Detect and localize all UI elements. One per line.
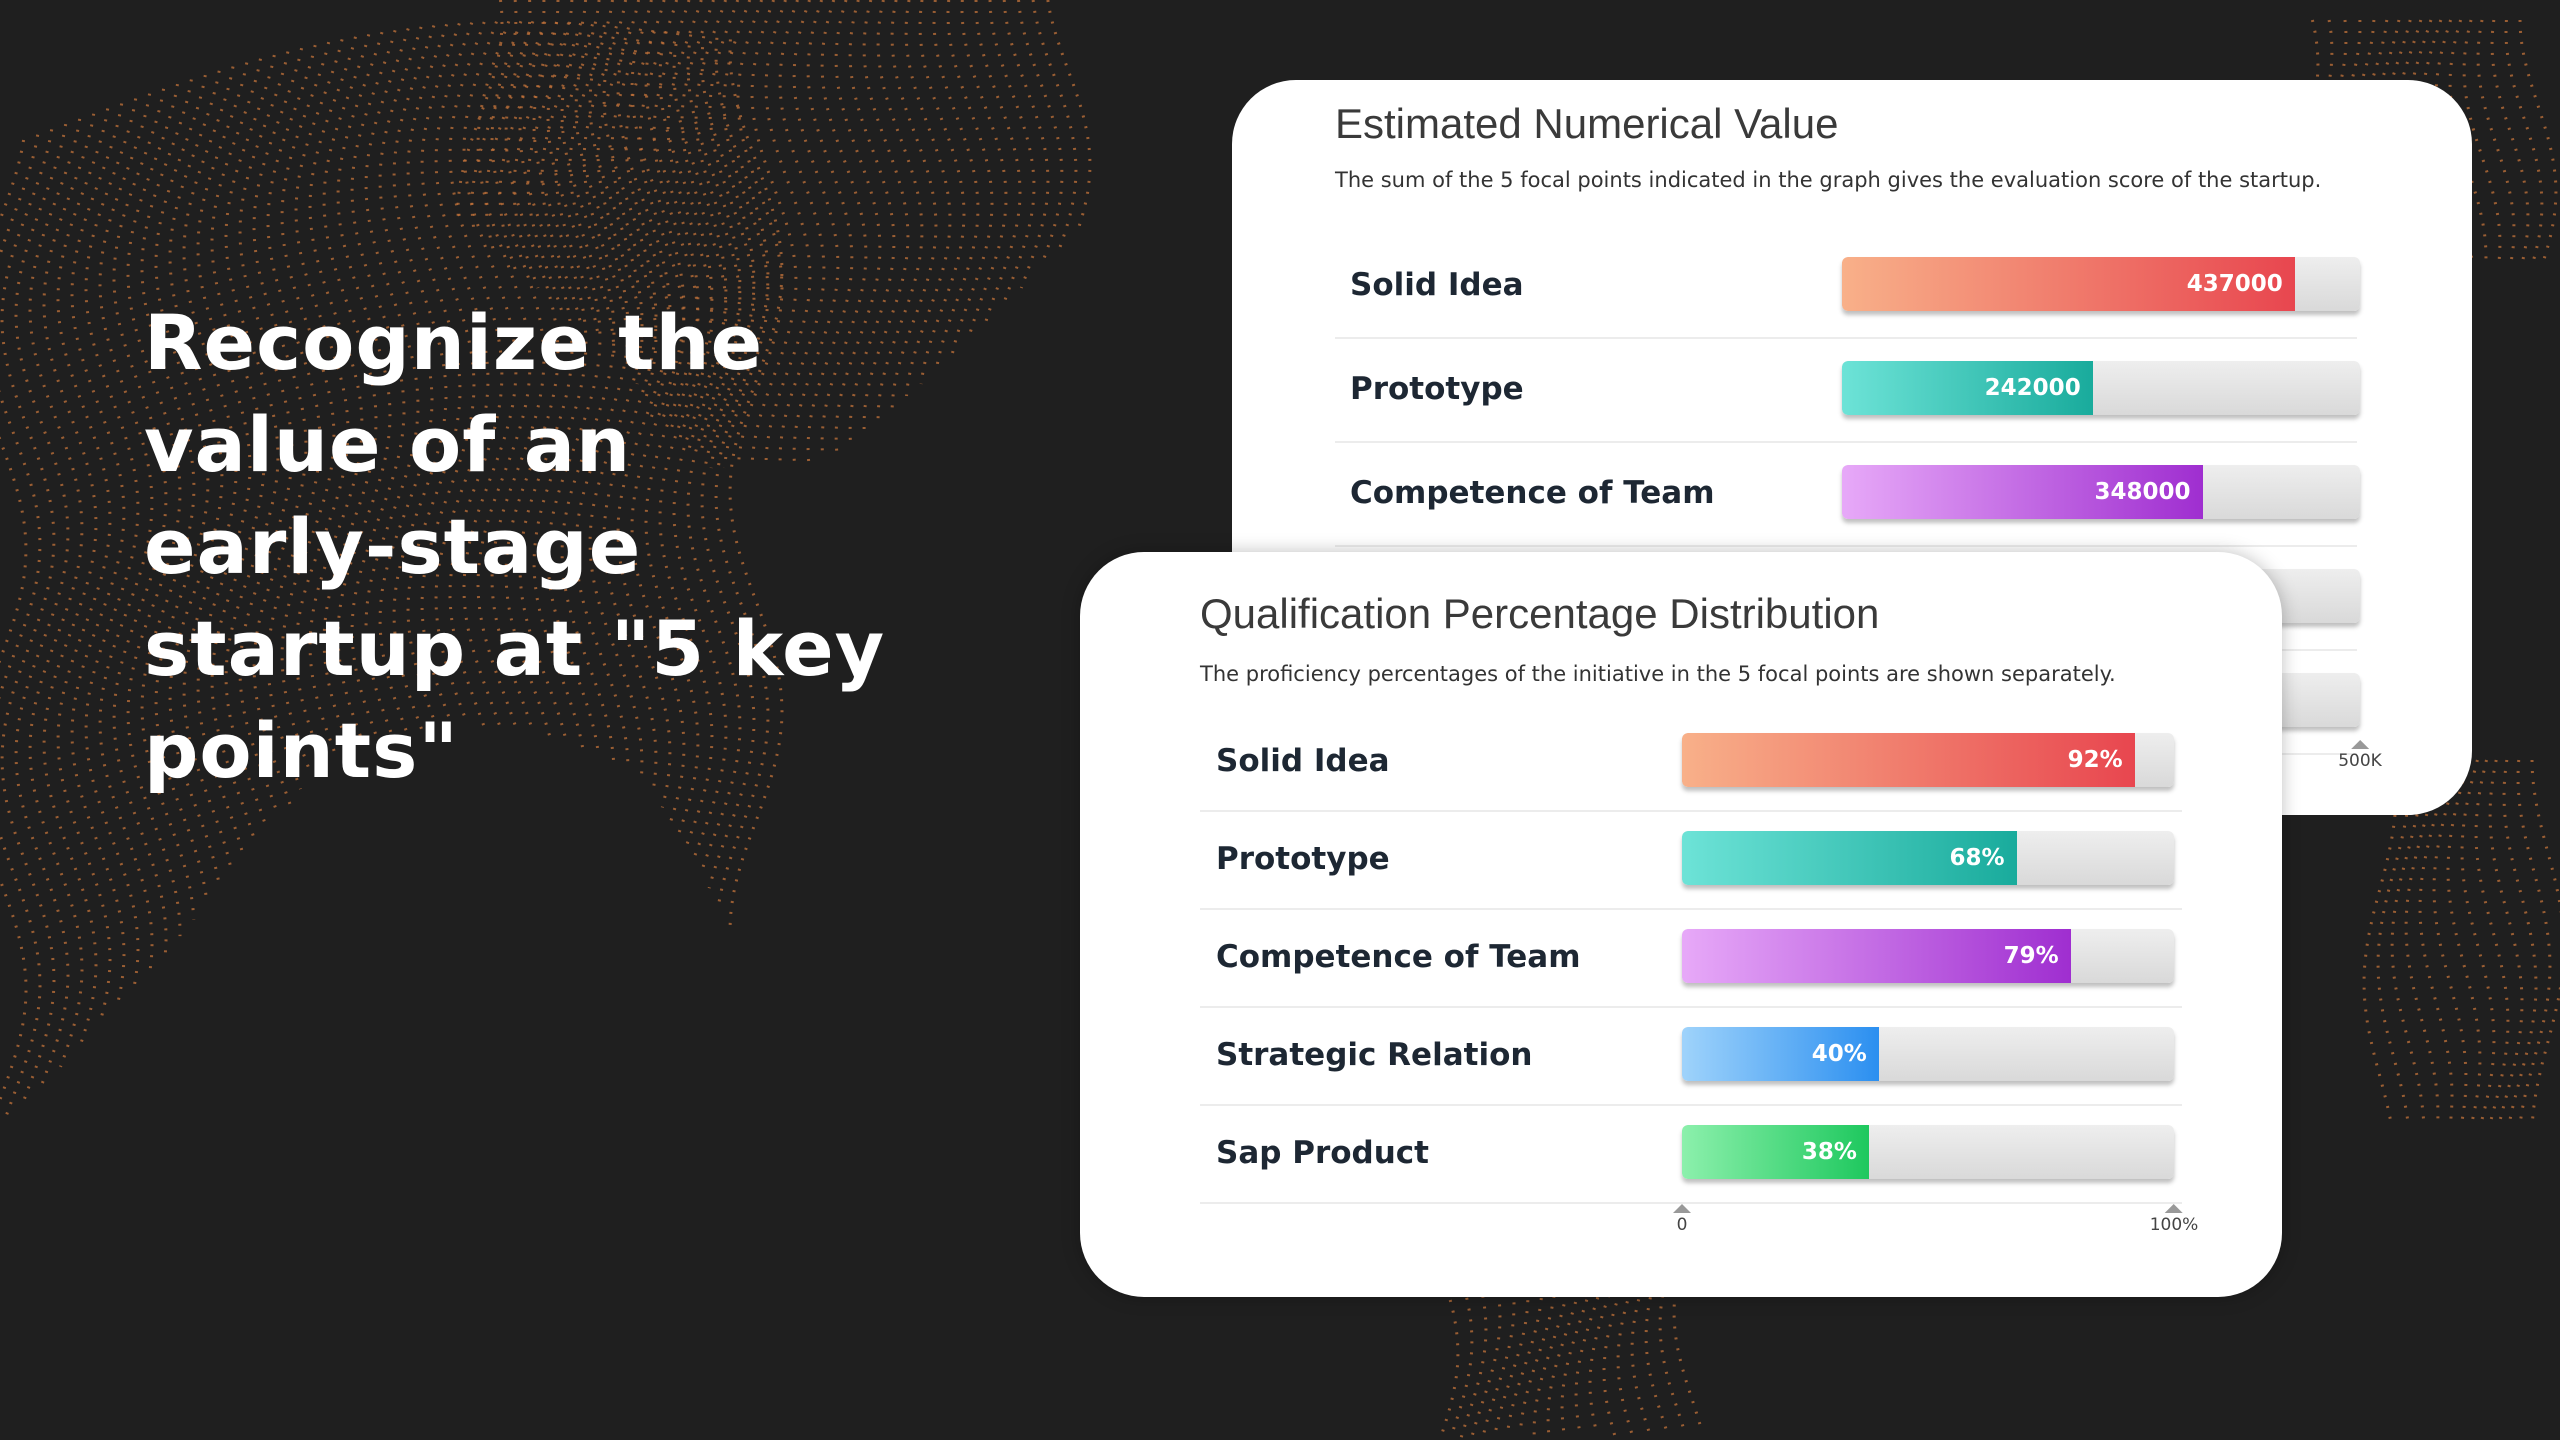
bar-value-label: 38% <box>1801 1139 1857 1165</box>
bar: 38% <box>1682 1125 1869 1179</box>
bar-value-label: 348000 <box>2094 479 2191 505</box>
bar: 92% <box>1682 733 2135 787</box>
chart-subtitle: The sum of the 5 focal points indicated … <box>1335 168 2322 192</box>
headline: Recognize the value of an early-stage st… <box>144 298 886 795</box>
row-separator <box>1200 1104 2182 1106</box>
bar-track: 40% <box>1682 1027 2174 1081</box>
tick-text: 0 <box>1676 1215 1688 1235</box>
chart-title: Qualification Percentage Distribution <box>1200 590 1880 637</box>
axis-tick-label: 500K <box>2338 740 2382 771</box>
bar-value-label: 79% <box>2003 943 2059 969</box>
bar-track: 68% <box>1682 831 2174 885</box>
row-separator <box>1200 1006 2182 1008</box>
bar-category-label: Sap Product <box>1216 1135 1429 1171</box>
bar-value-label: 40% <box>1811 1041 1867 1067</box>
bar-track: 242000 <box>1842 361 2360 415</box>
bar-category-label: Solid Idea <box>1216 743 1390 779</box>
bar-track: 92% <box>1682 733 2174 787</box>
tick-marker-icon <box>2164 1204 2183 1213</box>
bar: 348000 <box>1842 465 2203 519</box>
row-separator <box>1335 337 2357 339</box>
bar: 242000 <box>1842 361 2093 415</box>
bar-value-label: 92% <box>2067 747 2123 773</box>
bar: 79% <box>1682 929 2071 983</box>
bar-value-label: 437000 <box>2186 271 2283 297</box>
row-separator <box>1335 441 2357 443</box>
tick-text: 100% <box>2149 1215 2199 1235</box>
bar: 437000 <box>1842 257 2295 311</box>
bar-category-label: Prototype <box>1216 841 1390 877</box>
row-separator <box>1200 810 2182 812</box>
bar-category-label: Strategic Relation <box>1216 1037 1533 1073</box>
chart-title: Estimated Numerical Value <box>1335 100 1839 147</box>
bar-category-label: Prototype <box>1350 371 1524 407</box>
bar-track: 79% <box>1682 929 2174 983</box>
bar-category-label: Competence of Team <box>1216 939 1581 975</box>
bar-category-label: Competence of Team <box>1350 475 1715 511</box>
tick-text: 500K <box>2338 751 2382 771</box>
bar-value-label: 68% <box>1949 845 2005 871</box>
bar: 68% <box>1682 831 2017 885</box>
row-separator <box>1200 1202 2182 1204</box>
row-separator <box>1200 908 2182 910</box>
tick-marker-icon <box>2350 740 2369 749</box>
qualification-distribution-chart-card: Qualification Percentage Distribution The… <box>1080 552 2282 1297</box>
axis-tick-label: 100% <box>2149 1204 2199 1235</box>
bar-track: 437000 <box>1842 257 2360 311</box>
bar-track: 38% <box>1682 1125 2174 1179</box>
chart-subtitle: The proficiency percentages of the initi… <box>1200 662 2116 686</box>
bar-category-label: Solid Idea <box>1350 267 1524 303</box>
bar-track: 348000 <box>1842 465 2360 519</box>
row-separator <box>1335 545 2357 547</box>
bar: 40% <box>1682 1027 1879 1081</box>
tick-marker-icon <box>1673 1204 1691 1213</box>
bar-value-label: 242000 <box>1984 375 2081 401</box>
axis-tick-label: 0 <box>1673 1204 1691 1235</box>
